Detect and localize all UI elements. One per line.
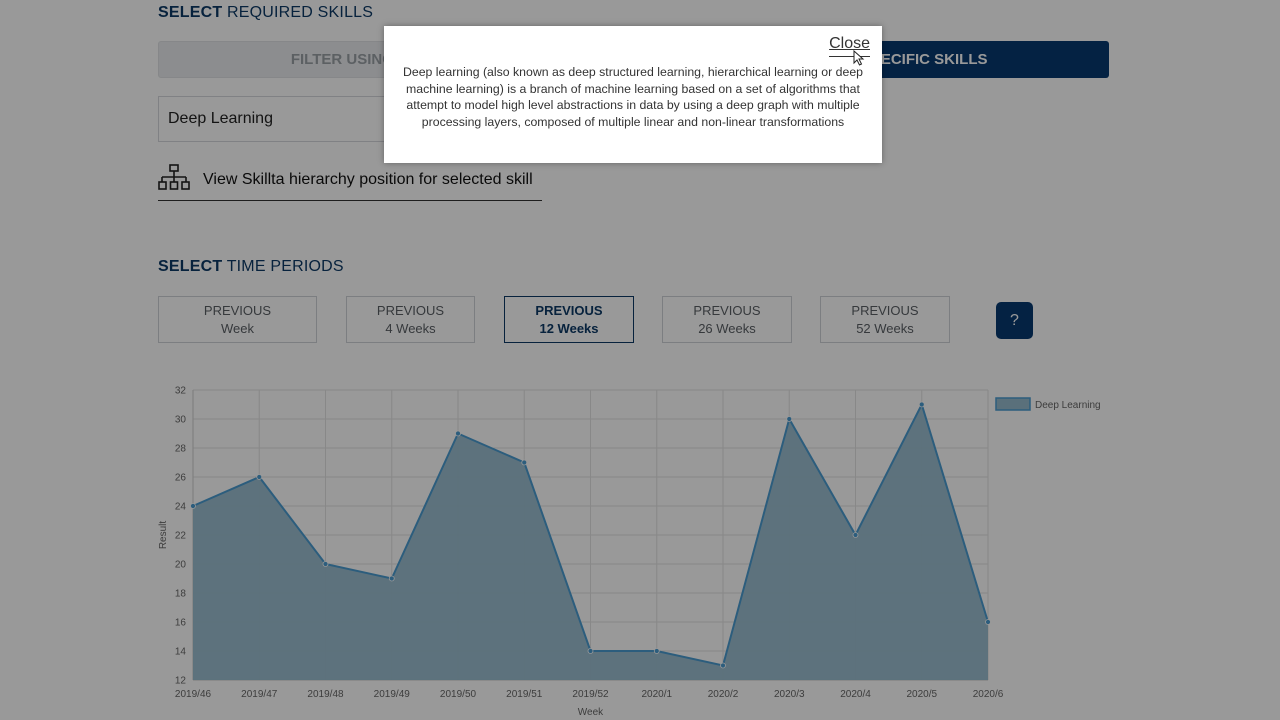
x-tick-label: 2019/50 [440, 689, 477, 700]
y-tick-label: 28 [175, 444, 187, 455]
period-line2: 26 Weeks [698, 320, 756, 336]
period-line2: Week [221, 320, 254, 336]
period-previous-52-weeks-button[interactable]: PREVIOUS 52 Weeks [820, 296, 950, 343]
data-point [985, 619, 991, 625]
hierarchy-position-link[interactable]: View Skillta hierarchy position for sele… [158, 160, 542, 201]
x-tick-label: 2020/2 [708, 689, 739, 700]
y-tick-label: 16 [175, 618, 187, 629]
modal-description-text: Deep learning (also known as deep struct… [402, 65, 864, 129]
data-point [388, 575, 395, 582]
skill-description-modal: Close Deep learning (also known as deep … [384, 26, 882, 163]
selected-skill-value: Deep Learning [168, 110, 273, 127]
mouse-cursor-icon [853, 50, 865, 66]
legend-swatch [995, 397, 1031, 411]
y-axis-title: Result [158, 521, 169, 550]
period-previous-12-weeks-button[interactable]: PREVIOUS 12 Weeks [504, 296, 634, 343]
x-tick-label: 2020/3 [774, 689, 805, 700]
y-tick-label: 32 [175, 386, 187, 397]
period-line1: PREVIOUS [851, 302, 919, 318]
help-label: ? [1010, 311, 1019, 329]
period-line1: PREVIOUS [535, 302, 603, 318]
x-tick-label: 2020/6 [973, 689, 1004, 700]
y-tick-label: 20 [175, 560, 187, 571]
x-tick-label: 2019/47 [241, 689, 278, 700]
data-point [521, 459, 528, 466]
y-tick-label: 26 [175, 473, 187, 484]
period-line1: PREVIOUS [376, 302, 445, 318]
x-tick-label: 2020/4 [840, 689, 871, 700]
legend-label: Deep Learning [1035, 400, 1101, 411]
y-tick-label: 24 [175, 502, 187, 513]
data-point [918, 401, 925, 408]
org-chart-icon [158, 163, 190, 197]
period-line1: PREVIOUS [203, 302, 272, 318]
x-tick-label: 2019/51 [506, 689, 543, 700]
data-point [256, 474, 263, 480]
y-tick-label: 18 [175, 589, 187, 600]
skills-section-title: SELECT REQUIRED SKILLS [158, 4, 373, 22]
period-line1: PREVIOUS [693, 302, 761, 318]
skills-title-rest: REQUIRED SKILLS [226, 4, 374, 21]
y-tick-label: 22 [175, 531, 187, 542]
help-button[interactable]: ? [996, 302, 1033, 339]
x-axis-title: Week [578, 707, 604, 718]
time-title-rest: TIME PERIODS [226, 258, 344, 275]
data-point [455, 430, 461, 437]
period-previous-4-weeks-button[interactable]: PREVIOUS 4 Weeks [346, 296, 475, 343]
x-tick-label: 2019/46 [175, 689, 212, 700]
series-area [193, 404, 988, 680]
trend-chart: 12 14 16 18 20 22 24 26 28 30 32 2019/46 2019/47 2019… [158, 386, 1101, 719]
x-tick-label: 2019/49 [374, 689, 411, 700]
y-tick-label: 12 [175, 676, 187, 687]
period-line2: 52 Weeks [856, 320, 914, 336]
time-title-bold: SELECT [158, 258, 223, 275]
data-point [852, 532, 859, 538]
data-point [190, 503, 196, 509]
modal-close-button[interactable]: Close [829, 35, 870, 57]
data-point [587, 648, 594, 654]
period-previous-week-button[interactable]: PREVIOUS Week [158, 296, 317, 343]
data-point [720, 662, 726, 669]
y-tick-label: 30 [175, 415, 187, 426]
skills-title-bold: SELECT [158, 4, 223, 21]
period-line2: 12 Weeks [539, 320, 599, 336]
period-previous-26-weeks-button[interactable]: PREVIOUS 26 Weeks [662, 296, 792, 343]
hierarchy-link-label: View Skillta hierarchy position for sele… [203, 171, 533, 188]
x-tick-label: 2020/1 [641, 689, 672, 700]
data-point [653, 648, 660, 654]
y-tick-label: 14 [175, 647, 187, 658]
x-tick-label: 2019/48 [307, 689, 344, 700]
period-line2: 4 Weeks [385, 320, 436, 336]
x-tick-label: 2020/5 [906, 689, 937, 700]
data-point [786, 416, 793, 422]
time-section-title: SELECT TIME PERIODS [158, 258, 344, 276]
x-tick-label: 2019/52 [572, 689, 609, 700]
data-point [322, 561, 329, 567]
